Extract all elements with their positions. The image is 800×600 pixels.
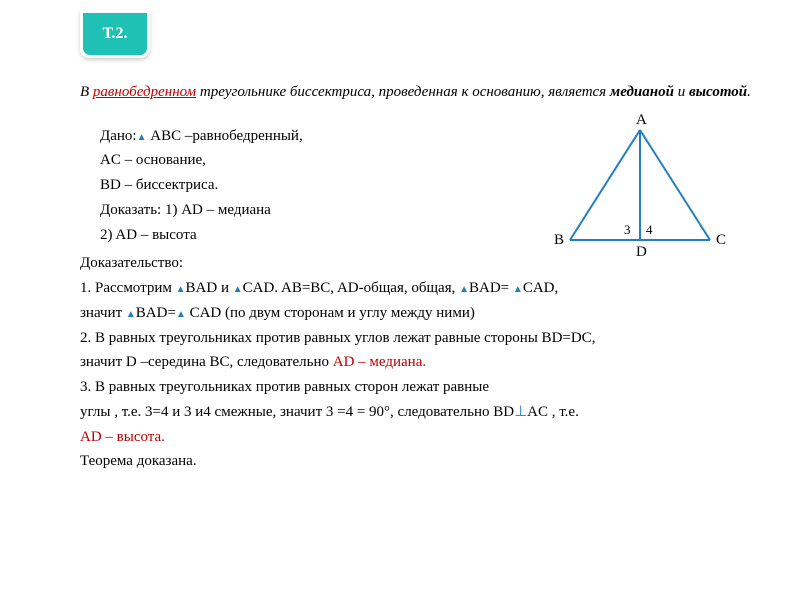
p1d: BAD= xyxy=(469,280,513,296)
p4b: AD – медиана. xyxy=(333,354,426,370)
theorem-statement: В равнобедренном треугольнике биссектрис… xyxy=(80,80,770,106)
theorem-prefix: В xyxy=(80,84,93,100)
theorem-end: . xyxy=(747,84,751,100)
theorem-underline: равнобедренном xyxy=(93,84,196,100)
vertex-B: B xyxy=(554,232,564,249)
triangle-icon: ▲ xyxy=(176,282,186,299)
proof-step4: значит D –середина BC, следовательно AD … xyxy=(80,350,770,375)
p1e: CAD, xyxy=(523,280,558,296)
theorem-mid: треугольнике биссектриса, проведенная к … xyxy=(196,84,610,100)
p6a: углы , т.е. 3=4 и 3 и4 смежные, значит 3… xyxy=(80,404,514,420)
proof-step3: 2. В равных треугольниках против равных … xyxy=(80,326,770,351)
p2a: значит xyxy=(80,305,126,321)
vertex-A: A xyxy=(636,112,647,129)
tab-badge: Т.2. xyxy=(80,10,150,58)
given-l1a: Дано: xyxy=(100,128,137,144)
proof-step7: AD – высота. xyxy=(80,425,770,450)
proof-block: Доказательство: 1. Рассмотрим ▲BAD и ▲CA… xyxy=(80,251,770,474)
p2b: BAD= xyxy=(136,305,176,321)
triangle-icon: ▲ xyxy=(459,282,469,299)
proof-step6: углы , т.е. 3=4 и 3 и4 смежные, значит 3… xyxy=(80,400,770,425)
triangle-icon: ▲ xyxy=(126,307,136,324)
theorem-and: и xyxy=(674,84,689,100)
theorem-bold2: высотой xyxy=(689,84,747,100)
vertex-D: D xyxy=(636,244,647,261)
proof-step1: 1. Рассмотрим ▲BAD и ▲CAD. AB=BC, AD-общ… xyxy=(80,276,770,301)
angle-3: 3 xyxy=(624,222,631,238)
given-l1b: ABC –равнобедренный, xyxy=(147,128,303,144)
triangle-icon: ▲ xyxy=(137,130,147,147)
p1c: CAD. AB=BC, AD-общая, общая, xyxy=(243,280,459,296)
p1a: 1. Рассмотрим xyxy=(80,280,176,296)
triangle-icon: ▲ xyxy=(176,307,186,324)
triangle-diagram: A B C D 3 4 xyxy=(540,120,740,270)
perp-symbol: ⊥ xyxy=(514,404,527,420)
proof-step2: значит ▲BAD=▲ CAD (по двум сторонам и уг… xyxy=(80,301,770,326)
triangle-icon: ▲ xyxy=(513,282,523,299)
vertex-C: C xyxy=(716,232,726,249)
angle-4: 4 xyxy=(646,222,653,238)
p6b: AC , т.е. xyxy=(527,404,579,420)
proof-step8: Теорема доказана. xyxy=(80,449,770,474)
triangle-icon: ▲ xyxy=(233,282,243,299)
p2c: CAD (по двум сторонам и углу между ними) xyxy=(186,305,475,321)
p1b: BAD и xyxy=(186,280,233,296)
tab-label: Т.2. xyxy=(102,25,127,43)
proof-step5: 3. В равных треугольниках против равных … xyxy=(80,375,770,400)
p4a: значит D –середина BC, следовательно xyxy=(80,354,333,370)
theorem-bold1: медианой xyxy=(610,84,674,100)
